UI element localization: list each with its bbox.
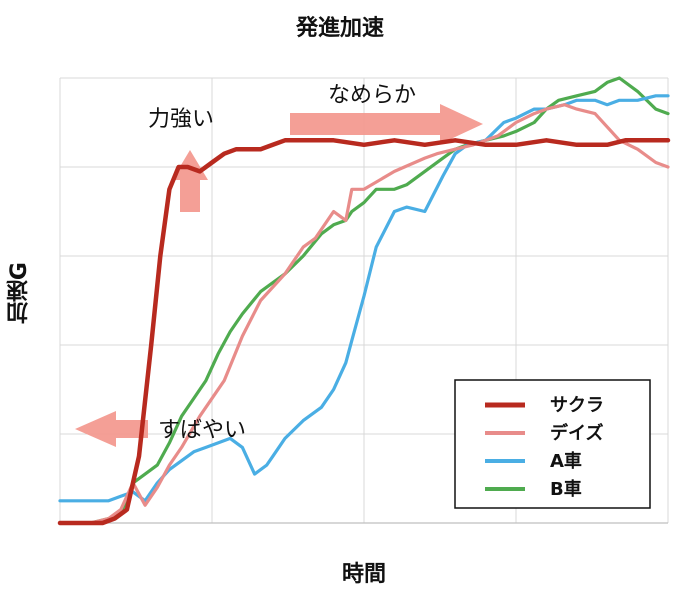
legend-label: A車: [550, 450, 582, 472]
arrow-left-icon: [75, 411, 148, 447]
annotation-powerful: 力強い: [148, 107, 214, 132]
arrow-right-icon: [290, 104, 483, 144]
legend-label: B車: [550, 478, 582, 500]
series-line-2: [58, 103, 670, 525]
annotation-quick: すばやい: [158, 418, 246, 443]
series-line-1: [57, 138, 671, 526]
series-lines: [57, 76, 671, 526]
annotation-labels: 力強い なめらか すばやい: [148, 83, 416, 443]
legend-label: デイズ: [550, 422, 603, 444]
x-axis-label: 時間: [341, 562, 386, 587]
arrow-up-icon: [172, 150, 208, 212]
legend-label: サクラ: [550, 395, 604, 416]
series-line-4: [58, 76, 670, 525]
chart-title: 発進加速: [295, 16, 384, 41]
annotation-arrows: [75, 104, 483, 447]
legend-box: [454, 379, 651, 509]
annotation-smooth: なめらか: [328, 83, 416, 108]
